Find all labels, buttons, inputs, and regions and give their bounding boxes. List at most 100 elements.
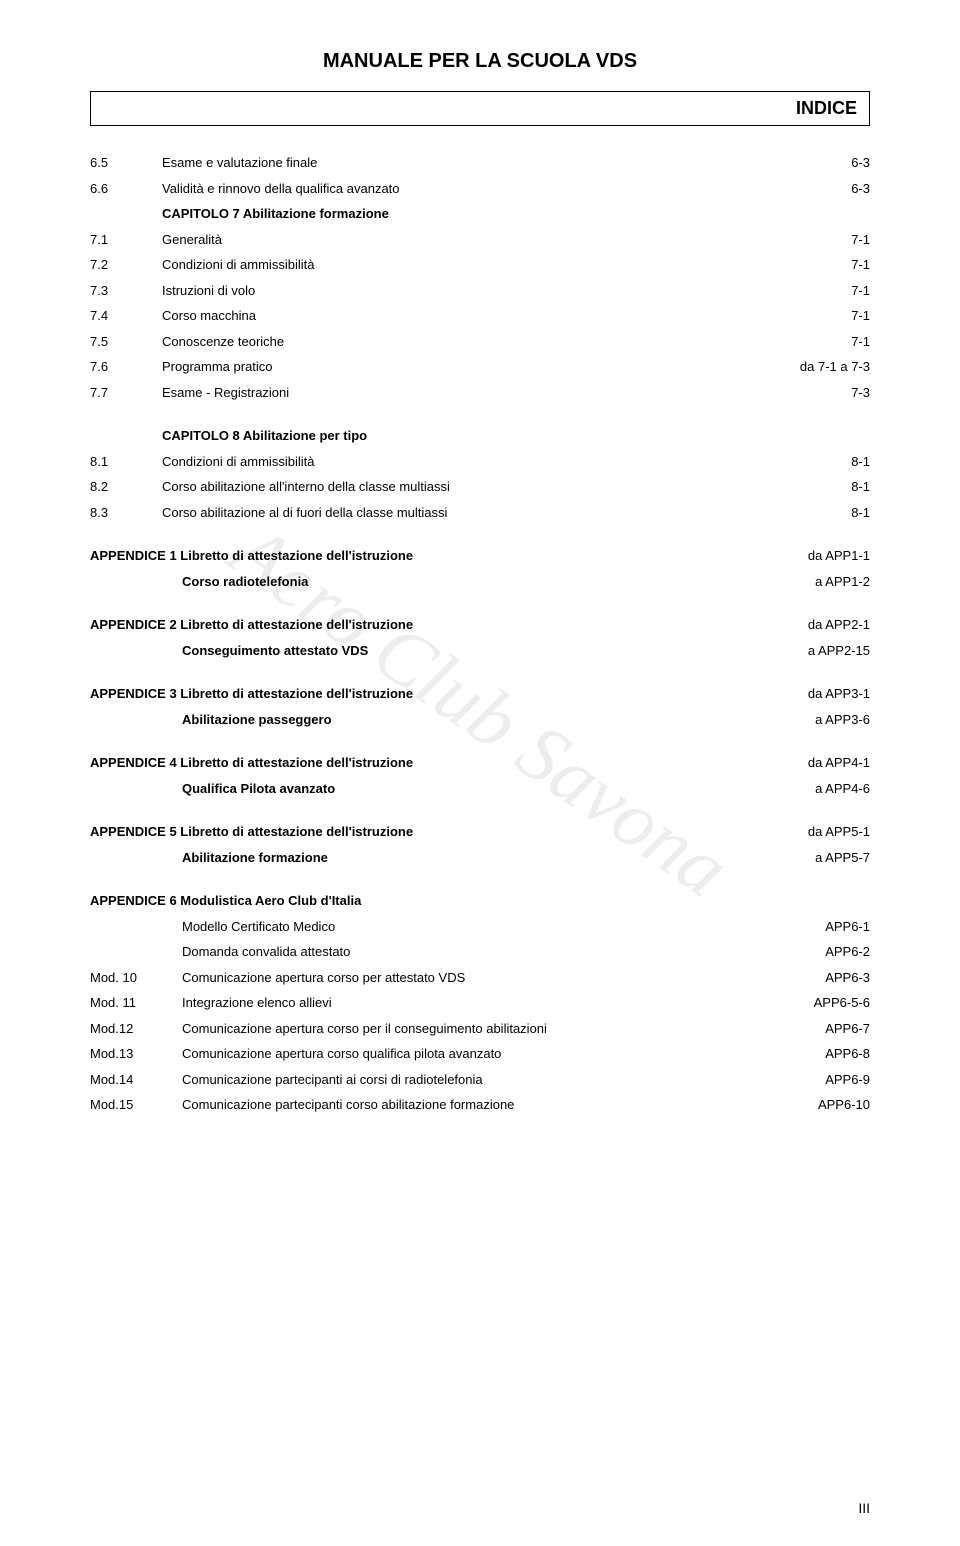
toc-label: Corso macchina (162, 306, 750, 326)
toc-row: 7.5 Conoscenze teoriche 7-1 (90, 329, 870, 355)
toc-page: 7-1 (750, 255, 870, 275)
toc-row: 6.6 Validità e rinnovo della qualifica a… (90, 176, 870, 202)
toc-num: 7.7 (90, 383, 162, 403)
toc-row: Mod.12 Comunicazione apertura corso per … (90, 1016, 870, 1042)
toc-page: a APP3-6 (750, 710, 870, 730)
toc-row: Mod. 10 Comunicazione apertura corso per… (90, 965, 870, 991)
appendix-sub: Abilitazione formazione (90, 848, 750, 868)
chapter-title: CAPITOLO 8 Abilitazione per tipo (162, 426, 750, 446)
toc-page: APP6-2 (750, 942, 870, 962)
toc-page: 8-1 (750, 477, 870, 497)
toc-num (90, 917, 162, 937)
toc-page: 8-1 (750, 503, 870, 523)
toc-label: Esame e valutazione finale (162, 153, 750, 173)
toc-row: 8.1 Condizioni di ammissibilità 8-1 (90, 449, 870, 475)
toc-page (750, 426, 870, 446)
toc-num: 6.6 (90, 179, 162, 199)
toc-label: Condizioni di ammissibilità (162, 255, 750, 275)
toc-num (90, 426, 162, 446)
toc-page: 7-1 (750, 332, 870, 352)
toc-num: Mod.15 (90, 1095, 162, 1115)
toc-row: 7.6 Programma pratico da 7-1 a 7-3 (90, 354, 870, 380)
toc-page: a APP4-6 (750, 779, 870, 799)
toc-num: 7.1 (90, 230, 162, 250)
toc-page: a APP1-2 (750, 572, 870, 592)
toc-page: 7-1 (750, 281, 870, 301)
appendix-title: APPENDICE 6 Modulistica Aero Club d'Ital… (90, 891, 750, 911)
toc-page: a APP5-7 (750, 848, 870, 868)
toc-label: Domanda convalida attestato (162, 942, 750, 962)
toc-page: 6-3 (750, 179, 870, 199)
toc-label: Programma pratico (162, 357, 750, 377)
appendix-sub: Abilitazione passeggero (90, 710, 750, 730)
toc-page: 7-3 (750, 383, 870, 403)
appendix-sub: Conseguimento attestato VDS (90, 641, 750, 661)
toc-num (90, 204, 162, 224)
toc-row: 7.2 Condizioni di ammissibilità 7-1 (90, 252, 870, 278)
toc-num: Mod.13 (90, 1044, 162, 1064)
toc-row: Domanda convalida attestato APP6-2 (90, 939, 870, 965)
toc-row: 7.7 Esame - Registrazioni 7-3 (90, 380, 870, 406)
appendix-block: APPENDICE 1 Libretto di attestazione del… (90, 543, 870, 594)
toc-label: Corso abilitazione all'interno della cla… (162, 477, 750, 497)
toc-num: 8.2 (90, 477, 162, 497)
appendix-title: APPENDICE 4 Libretto di attestazione del… (90, 753, 750, 773)
toc-page (750, 891, 870, 911)
toc-page: 7-1 (750, 230, 870, 250)
toc-label: Modello Certificato Medico (162, 917, 750, 937)
toc-num: Mod.14 (90, 1070, 162, 1090)
toc-label: Conoscenze teoriche (162, 332, 750, 352)
toc-page: a APP2-15 (750, 641, 870, 661)
toc-page: da APP1-1 (750, 546, 870, 566)
toc-num: Mod. 10 (90, 968, 162, 988)
toc-row: 6.5 Esame e valutazione finale 6-3 (90, 150, 870, 176)
toc-row: Mod.13 Comunicazione apertura corso qual… (90, 1041, 870, 1067)
toc-label: Esame - Registrazioni (162, 383, 750, 403)
toc-label: Comunicazione apertura corso qualifica p… (162, 1044, 750, 1064)
toc-page: APP6-10 (750, 1095, 870, 1115)
toc-label: Comunicazione apertura corso per attesta… (162, 968, 750, 988)
toc-page: APP6-8 (750, 1044, 870, 1064)
toc-num: 8.1 (90, 452, 162, 472)
toc-row: 7.3 Istruzioni di volo 7-1 (90, 278, 870, 304)
toc-row: CAPITOLO 8 Abilitazione per tipo (90, 423, 870, 449)
toc-row: 8.2 Corso abilitazione all'interno della… (90, 474, 870, 500)
toc-num: 8.3 (90, 503, 162, 523)
toc-num (90, 942, 162, 962)
appendix-title: APPENDICE 3 Libretto di attestazione del… (90, 684, 750, 704)
toc-page (750, 204, 870, 224)
toc-page: APP6-5-6 (750, 993, 870, 1013)
toc-row: 7.1 Generalità 7-1 (90, 227, 870, 253)
appendix-sub: Qualifica Pilota avanzato (90, 779, 750, 799)
toc-label: Istruzioni di volo (162, 281, 750, 301)
toc-num: 7.2 (90, 255, 162, 275)
toc-label: Generalità (162, 230, 750, 250)
page-number: III (858, 1500, 870, 1516)
toc-row: 7.4 Corso macchina 7-1 (90, 303, 870, 329)
toc-page: 8-1 (750, 452, 870, 472)
document-title: MANUALE PER LA SCUOLA VDS (90, 50, 870, 73)
appendix-title: APPENDICE 1 Libretto di attestazione del… (90, 546, 750, 566)
appendix-block: APPENDICE 3 Libretto di attestazione del… (90, 681, 870, 732)
toc-page: APP6-1 (750, 917, 870, 937)
toc-page: da APP4-1 (750, 753, 870, 773)
toc-num: 7.6 (90, 357, 162, 377)
toc-page: da 7-1 a 7-3 (750, 357, 870, 377)
toc-page: da APP5-1 (750, 822, 870, 842)
toc-num: 7.3 (90, 281, 162, 301)
toc-row: Mod.14 Comunicazione partecipanti ai cor… (90, 1067, 870, 1093)
appendix-title: APPENDICE 5 Libretto di attestazione del… (90, 822, 750, 842)
toc-label: Integrazione elenco allievi (162, 993, 750, 1013)
appendix-sub: Corso radiotelefonia (90, 572, 750, 592)
toc-label: Comunicazione partecipanti corso abilita… (162, 1095, 750, 1115)
toc-page: da APP2-1 (750, 615, 870, 635)
toc-label: Comunicazione partecipanti ai corsi di r… (162, 1070, 750, 1090)
toc-page: APP6-7 (750, 1019, 870, 1039)
toc-label: Comunicazione apertura corso per il cons… (162, 1019, 750, 1039)
toc-label: Corso abilitazione al di fuori della cla… (162, 503, 750, 523)
indice-box: INDICE (90, 91, 870, 126)
toc-label: Validità e rinnovo della qualifica avanz… (162, 179, 750, 199)
toc-row: 8.3 Corso abilitazione al di fuori della… (90, 500, 870, 526)
toc-page: APP6-3 (750, 968, 870, 988)
toc-row: Mod.15 Comunicazione partecipanti corso … (90, 1092, 870, 1118)
